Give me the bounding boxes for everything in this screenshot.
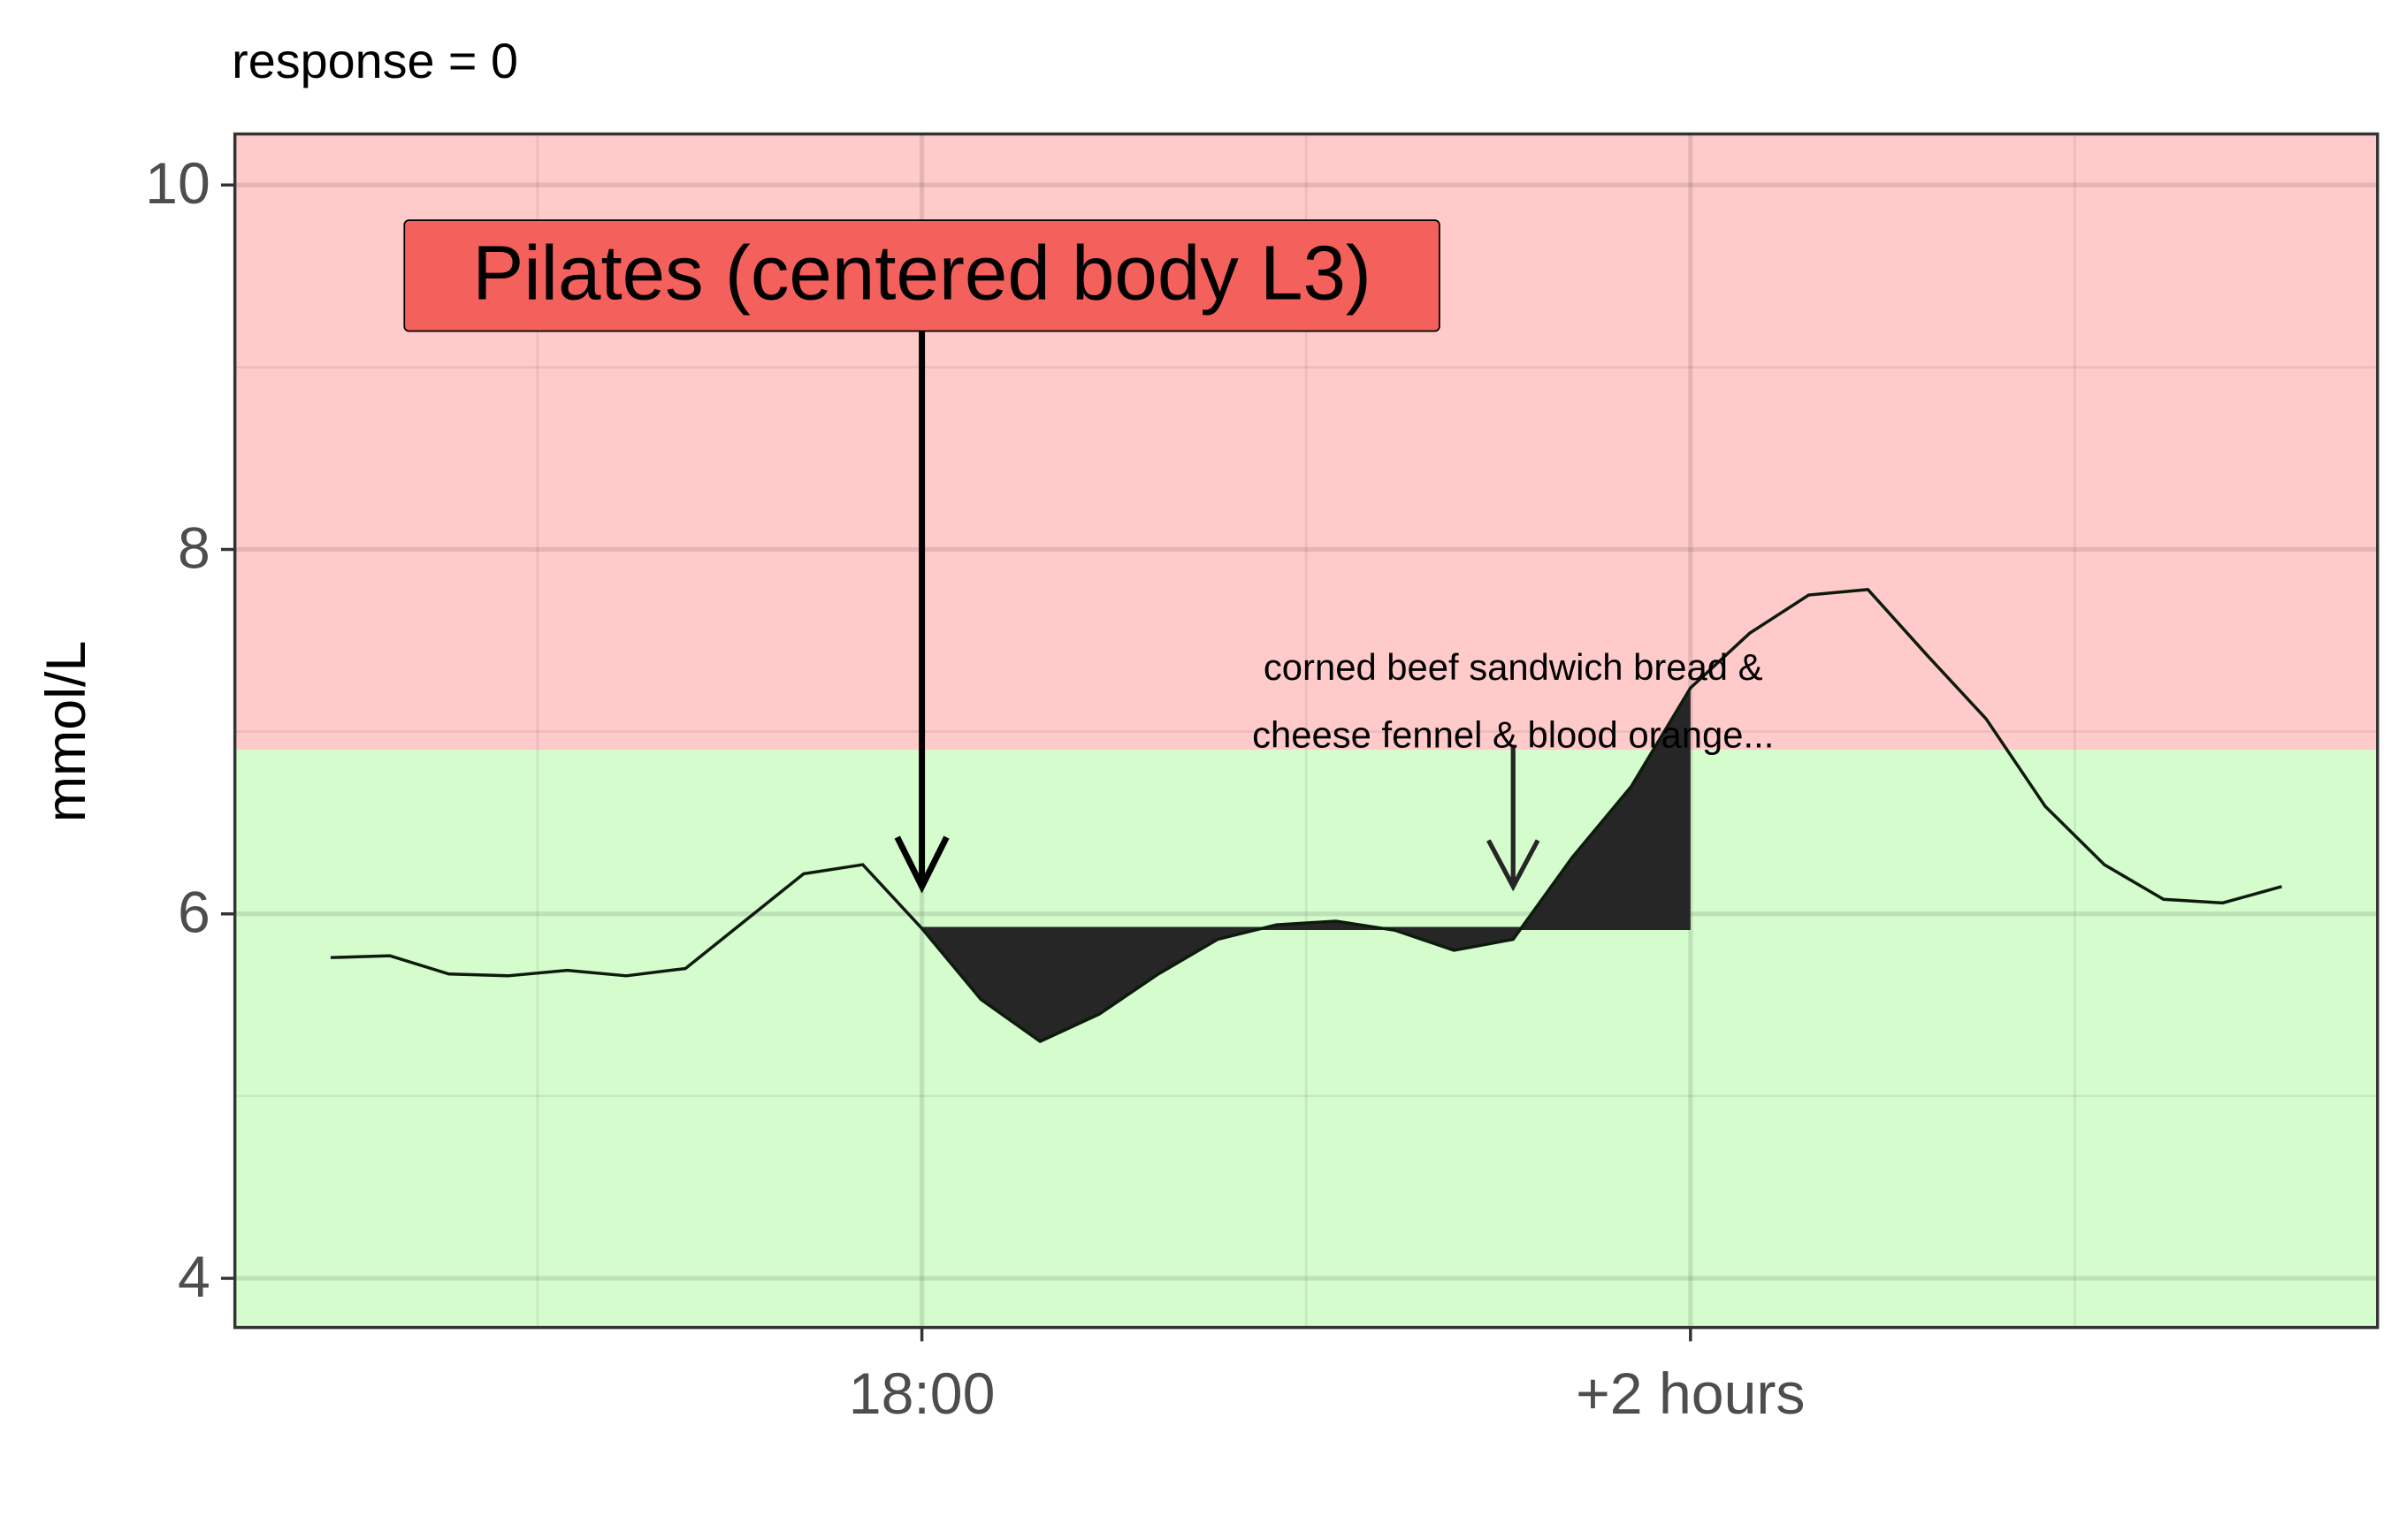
y-tick-label: 4: [178, 1245, 210, 1310]
glucose-line: [330, 588, 2282, 1044]
response-area: [921, 688, 1691, 1042]
plot: Pilates (centered body L3) corned beef sa…: [234, 133, 2378, 1328]
x-tick-label: 18:00: [849, 1361, 996, 1427]
annotation-label: Pilates (centered body L3): [472, 230, 1371, 316]
y-axis-label: mmol/L: [35, 641, 97, 823]
y-tick-label: 8: [178, 515, 210, 581]
x-tick-label: +2 hours: [1576, 1361, 1805, 1427]
arrow-head: [1486, 839, 1540, 892]
annotation-label: corned beef sandwich bread &: [1264, 646, 1763, 688]
chart-title: response = 0: [232, 34, 518, 88]
annotation-box: [403, 219, 1440, 332]
y-tick-label: 10: [145, 151, 210, 217]
y-tick-label: 6: [178, 881, 210, 946]
annotation-label: cheese fennel & blood orange...: [1252, 713, 1774, 755]
panel-border: [233, 132, 2379, 1330]
low-band: [234, 750, 2378, 1328]
arrow-head: [894, 835, 950, 894]
